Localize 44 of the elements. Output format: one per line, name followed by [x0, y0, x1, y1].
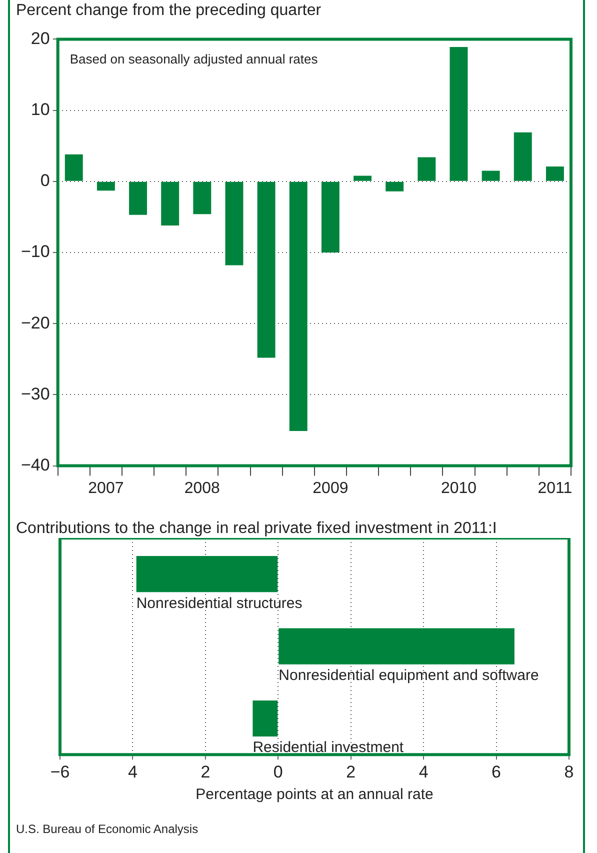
bar	[321, 182, 340, 252]
x-tick-label: 2011	[538, 480, 572, 497]
bar	[546, 166, 564, 181]
y-tick-label: Nonresidential structures	[136, 594, 302, 612]
y-tick-label: −30	[20, 384, 50, 404]
y-tick-label: −40	[20, 455, 50, 474]
bar	[129, 182, 147, 215]
y-tick-label: −10	[20, 242, 50, 262]
bar	[225, 182, 244, 266]
x-axis-title: Percentage points at an annual rate	[196, 786, 434, 804]
x-tick-label: 2008	[184, 480, 220, 497]
bar	[289, 182, 308, 431]
bar	[193, 182, 212, 214]
y-tick-label: 10	[30, 100, 50, 119]
annotation: Based on seasonally adjusted annual rates	[70, 51, 318, 66]
x-tick-label: 2007	[88, 480, 124, 497]
x-tick-label: 2010	[440, 480, 477, 497]
x-tick-label: 2	[200, 762, 210, 782]
bar	[514, 132, 532, 181]
x-tick-label: 0	[273, 762, 283, 782]
chart-title: Percent change from the preceding quarter	[16, 2, 322, 20]
x-tick-label: 4	[128, 762, 138, 782]
bar	[482, 170, 500, 181]
y-tick-label: −20	[20, 313, 50, 332]
x-tick-label: 2	[346, 762, 356, 782]
x-tick-label: −6	[50, 762, 70, 782]
chart-title: Contributions to the change in real private fixed investment in 2011:I	[16, 520, 497, 538]
x-tick-label: 6	[492, 762, 502, 782]
y-tick-label: 0	[40, 171, 50, 190]
bar	[386, 182, 404, 192]
y-tick-label: Residential investment	[252, 739, 404, 756]
bar	[64, 154, 83, 181]
bar	[450, 47, 468, 181]
bar	[418, 157, 436, 181]
bar	[96, 182, 115, 191]
y-tick-label: 20	[30, 28, 50, 48]
bar	[257, 182, 276, 358]
bar	[354, 176, 372, 181]
text: U.S. Bureau of Economic Analysis	[16, 822, 198, 836]
x-tick-label: 2009	[312, 480, 348, 497]
x-tick-label: 8	[564, 762, 574, 782]
y-tick-label: Nonresidential equipment and software	[278, 666, 539, 684]
bar	[161, 182, 180, 226]
x-tick-label: 4	[418, 762, 428, 782]
